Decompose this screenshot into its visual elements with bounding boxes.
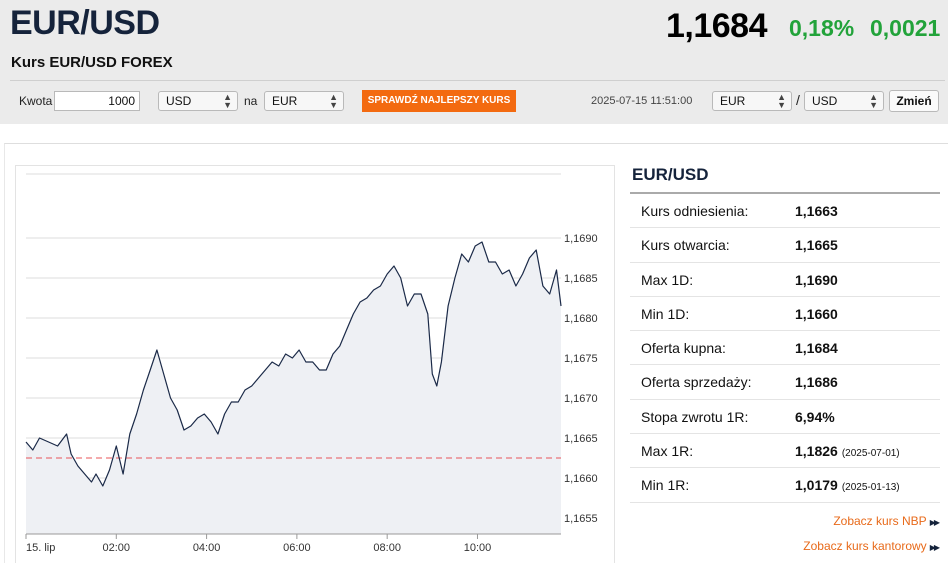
stats-label: Kurs odniesienia: — [641, 203, 749, 219]
stats-row: Kurs otwarcia: 1,1665 — [630, 228, 940, 263]
stats-value-text: 1,1684 — [795, 340, 838, 357]
chart-svg: 1,1655 1,1660 1,1665 1,1670 1,1675 1,1680 1,16… — [25, 173, 598, 554]
series-line — [25, 241, 562, 487]
stats-value: 1,1826 (2025-07-01) — [795, 443, 900, 459]
change-percent: 0,18% — [789, 15, 855, 41]
page-subtitle: Kurs EUR/USD FOREX — [11, 54, 173, 71]
pair-right-value: USD — [812, 94, 838, 108]
stats-value-text: 1,0179 — [795, 477, 838, 494]
nbp-rate-link[interactable]: Zobacz kurs NBP ▶▶ — [833, 514, 940, 528]
stats-label: Stopa zwrotu 1R: — [641, 408, 749, 425]
pair-left-value: EUR — [720, 94, 746, 108]
stats-value: 1,1684 — [795, 340, 838, 356]
pair-left-select[interactable]: EUR ▲ ▼ — [712, 91, 792, 111]
double-chevron-right-icon: ▶▶ — [929, 518, 940, 527]
stats-row: Min 1D: 1,1660 — [630, 297, 940, 332]
stats-row: Oferta sprzedaży: 1,1686 — [630, 365, 940, 400]
y-tick-label: 1,1680 — [564, 313, 598, 325]
amount-input[interactable] — [54, 91, 140, 111]
y-tick-label: 1,1665 — [564, 433, 598, 445]
current-price: 1,1684 — [666, 7, 768, 45]
stats-value-text: 1,1826 — [795, 443, 838, 460]
stats-row: Kurs odniesienia: 1,1663 — [630, 194, 940, 229]
stats-value-text: 1,1686 — [795, 374, 838, 391]
change-button[interactable]: Zmień — [889, 90, 939, 112]
x-tick-label: 04:00 — [193, 542, 221, 554]
to-currency-value: EUR — [272, 94, 298, 108]
y-tick-label: 1,1675 — [564, 353, 598, 365]
stats-row: Min 1R: 1,0179 (2025-01-13) — [630, 468, 940, 503]
stats-value-text: 6,94% — [795, 408, 835, 425]
stats-value-text: 1,1665 — [795, 237, 838, 254]
stats-value: 1,1665 — [795, 237, 838, 253]
stats-label: Kurs otwarcia: — [641, 237, 730, 254]
pair-right-select[interactable]: USD ▲ ▼ — [804, 91, 884, 111]
y-tick-label: 1,1660 — [564, 473, 598, 485]
stats-divider — [630, 192, 940, 194]
stats-label: Min 1D: — [641, 305, 690, 322]
series-area — [26, 242, 561, 534]
select-arrows-icon: ▲ ▼ — [223, 92, 232, 110]
header-divider — [10, 80, 945, 81]
from-currency-select[interactable]: USD ▲ ▼ — [158, 91, 238, 111]
y-tick-label: 1,1690 — [564, 233, 598, 245]
change-absolute: 0,0021 — [870, 15, 941, 41]
stats-row: Stopa zwrotu 1R: 6,94% — [630, 400, 940, 435]
y-tick-label: 1,1670 — [564, 393, 598, 405]
stats-label: Oferta kupna: — [641, 340, 726, 357]
stats-label: Max 1R: — [641, 443, 694, 460]
kantor-rate-link-text: Zobacz kurs kantorowy — [803, 539, 927, 553]
to-label: na — [244, 94, 258, 108]
stats-label: Oferta sprzedaży: — [641, 374, 752, 391]
pair-separator: / — [796, 92, 800, 108]
stats-title: EUR/USD — [632, 165, 709, 184]
stats-value: 1,1690 — [795, 272, 838, 288]
price-chart[interactable]: 1,1655 1,1660 1,1665 1,1670 1,1675 1,1680 1,16… — [15, 165, 615, 563]
timestamp: 2025-07-15 11:51:00 — [591, 95, 693, 107]
stats-row: Max 1D: 1,1690 — [630, 263, 940, 297]
stats-row: Oferta kupna: 1,1684 — [630, 331, 940, 366]
stats-date: (2025-07-01) — [841, 448, 900, 460]
stats-table: Kurs odniesienia: 1,1663 Kurs otwarcia: 1,… — [630, 194, 940, 503]
kantor-rate-link[interactable]: Zobacz kurs kantorowy ▶▶ — [803, 539, 940, 553]
double-chevron-right-icon: ▶▶ — [929, 543, 940, 552]
select-arrows-icon: ▲ ▼ — [869, 92, 878, 110]
y-tick-label: 1,1685 — [564, 273, 598, 285]
from-currency-value: USD — [166, 94, 192, 108]
to-currency-select[interactable]: EUR ▲ ▼ — [264, 91, 344, 111]
stats-value-text: 1,1660 — [795, 305, 838, 322]
stats-value: 1,0179 (2025-01-13) — [795, 477, 900, 493]
pair-title: EUR/USD — [10, 4, 160, 42]
stats-value-text: 1,1690 — [795, 271, 838, 288]
x-tick-label: 02:00 — [103, 542, 131, 554]
stats-value: 1,1663 — [795, 203, 838, 219]
y-tick-label: 1,1655 — [564, 513, 598, 525]
stats-value: 6,94% — [795, 409, 835, 425]
stats-label: Max 1D: — [641, 271, 694, 288]
select-arrows-icon: ▲ ▼ — [777, 92, 786, 110]
stats-value-text: 1,1663 — [795, 203, 838, 219]
header-bar: EUR/USD Kurs EUR/USD FOREX 1,1684 0,18% … — [0, 0, 948, 124]
stats-value: 1,1686 — [795, 374, 838, 390]
x-tick-label: 10:00 — [464, 542, 492, 554]
select-arrows-icon: ▲ ▼ — [329, 92, 338, 110]
x-tick-label: 15. lip — [26, 542, 55, 554]
stats-value: 1,1660 — [795, 306, 838, 322]
x-tick-label: 06:00 — [283, 542, 311, 554]
nbp-rate-link-text: Zobacz kurs NBP — [833, 514, 927, 528]
best-rate-button[interactable]: SPRAWDŹ NAJLEPSZY KURS — [362, 90, 516, 112]
stats-date: (2025-01-13) — [841, 482, 900, 494]
stats-row: Max 1R: 1,1826 (2025-07-01) — [630, 434, 940, 469]
amount-label: Kwota — [19, 94, 53, 108]
stats-label: Min 1R: — [641, 477, 690, 494]
x-tick-label: 08:00 — [373, 542, 401, 554]
